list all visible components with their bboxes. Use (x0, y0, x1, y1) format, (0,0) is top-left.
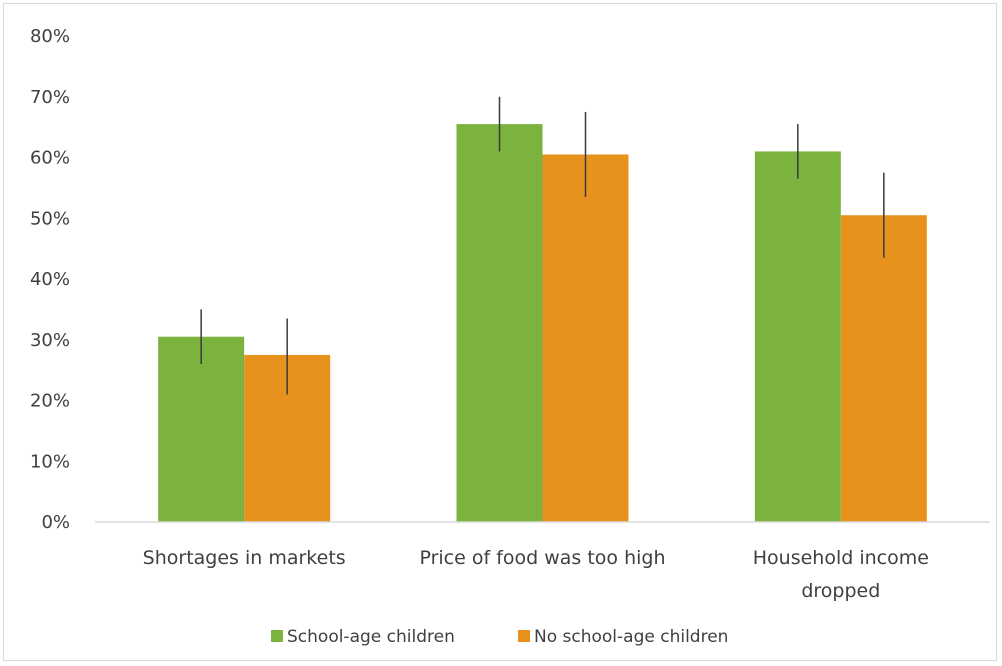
y-tick-label: 30% (30, 330, 70, 351)
y-axis: 0% 10% 20% 30% 40% 50% 60% 70% 80% (30, 26, 70, 533)
error-bars (200, 96, 885, 395)
x-tick-label: Price of food was too high (419, 547, 665, 569)
legend-label: School-age children (287, 627, 455, 647)
y-tick-label: 50% (30, 208, 70, 229)
legend-swatch (518, 630, 530, 642)
y-tick-label: 0% (41, 512, 70, 533)
y-tick-label: 10% (30, 451, 70, 472)
legend: School-age children No school-age childre… (271, 627, 728, 647)
y-tick-label: 60% (30, 148, 70, 169)
bar (754, 151, 841, 523)
bar (542, 154, 629, 522)
bars (158, 124, 927, 523)
bar (456, 124, 543, 523)
y-tick-label: 70% (30, 87, 70, 108)
y-tick-label: 80% (30, 26, 70, 47)
y-tick-label: 40% (30, 269, 70, 290)
bar (158, 336, 245, 522)
x-tick-label: Shortages in markets (143, 547, 346, 569)
x-axis: Shortages in markets Price of food was to… (143, 547, 929, 602)
legend-label: No school-age children (534, 627, 728, 647)
x-tick-label: Household income (753, 547, 929, 569)
y-tick-label: 20% (30, 391, 70, 412)
legend-swatch (271, 630, 283, 642)
x-tick-label: dropped (801, 580, 880, 602)
bar (840, 215, 927, 522)
